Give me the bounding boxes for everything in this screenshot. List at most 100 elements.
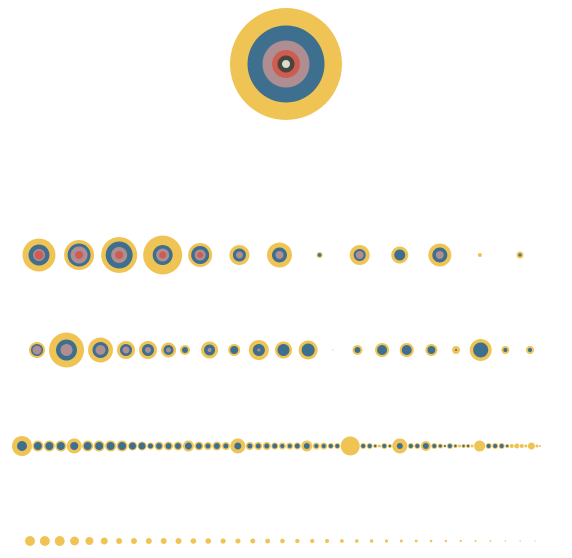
circle-l5-n11-ring1 xyxy=(175,538,182,544)
circle-l5-n9-ring1 xyxy=(145,538,152,544)
node-l4-5 xyxy=(66,438,82,454)
node-l5-28 xyxy=(429,539,433,543)
node-l3-10 xyxy=(248,340,269,360)
circle-l5-n21-ring1 xyxy=(325,539,330,543)
circle-l2-n10-ring2 xyxy=(394,249,406,261)
circle-l3-n1-ring3 xyxy=(32,345,42,355)
circle-l4-n33-ring2 xyxy=(335,444,340,448)
node-l4-53 xyxy=(470,444,474,448)
level-row-5 xyxy=(25,536,536,546)
node-l4-40 xyxy=(387,444,392,448)
node-l5-7 xyxy=(116,538,123,544)
node-l5-25 xyxy=(384,539,389,543)
circle-l3-n14-ring2 xyxy=(354,347,361,353)
circle-l4-n42-ring2 xyxy=(408,444,413,448)
level-row-2 xyxy=(22,235,524,275)
node-l5-35 xyxy=(534,540,536,542)
node-l4-17 xyxy=(194,441,204,451)
circle-l4-n3-ring2 xyxy=(45,442,54,450)
circle-l4-n24-ring2 xyxy=(264,443,270,449)
circle-l4-n25-ring2 xyxy=(272,443,278,449)
circle-l5-n33-ring1 xyxy=(504,540,507,542)
circle-l2-n6-ring3 xyxy=(235,251,243,259)
node-l5-18 xyxy=(280,538,285,544)
circle-l4-n17-ring2 xyxy=(195,443,202,449)
circle-l5-n29-ring1 xyxy=(444,539,448,543)
circle-l5-n1-ring1 xyxy=(25,536,35,546)
node-l5-29 xyxy=(444,539,448,543)
node-l4-38 xyxy=(377,444,381,448)
node-l3-11 xyxy=(275,341,292,359)
circle-l4-n29-ring2 xyxy=(303,443,310,449)
circle-l5-n4-ring1 xyxy=(70,536,80,546)
node-l5-34 xyxy=(519,540,521,542)
circle-l2-n11-ring3 xyxy=(435,251,444,259)
circle-l4-n54-ring1 xyxy=(474,440,486,452)
node-l3-2 xyxy=(49,332,84,368)
circle-l4-n10-ring2 xyxy=(129,442,137,450)
circle-l5-n25-ring1 xyxy=(384,539,389,543)
circle-l2-n12-ring1 xyxy=(477,253,482,257)
circle-l3-n15-ring2 xyxy=(377,345,388,355)
circle-l3-n13-ring1 xyxy=(332,349,334,351)
node-l4-51 xyxy=(461,444,466,448)
node-l4-64 xyxy=(535,444,539,448)
node-l5-15 xyxy=(235,538,241,544)
circle-l4-n56-ring2 xyxy=(493,444,498,448)
circle-l5-n35-ring1 xyxy=(534,540,536,542)
node-l3-18 xyxy=(452,346,461,354)
node-l3-1 xyxy=(29,342,45,358)
circle-l2-n1-ring4 xyxy=(34,250,44,260)
circle-l4-n63-ring1 xyxy=(527,442,535,450)
node-l4-42 xyxy=(407,443,414,449)
circle-l4-n60-ring1 xyxy=(514,443,520,449)
node-l4-31 xyxy=(320,442,328,450)
node-l5-8 xyxy=(130,538,137,544)
circle-l5-n15-ring1 xyxy=(235,538,241,544)
circle-l5-n14-ring1 xyxy=(220,538,226,544)
node-l4-55 xyxy=(485,443,492,449)
circle-l4-n40-ring2 xyxy=(388,444,392,448)
node-l4-48 xyxy=(446,443,453,449)
circle-l4-n1-ring2 xyxy=(17,441,27,451)
circle-l4-n59-ring1 xyxy=(509,444,514,448)
circle-l4-n39-ring2 xyxy=(382,444,387,448)
circle-l2-n13-ring2 xyxy=(518,253,522,257)
node-l4-62 xyxy=(524,444,528,448)
circle-l1-n1-ring6 xyxy=(282,60,290,68)
circle-l3-n12-ring2 xyxy=(301,343,315,357)
circle-l5-n17-ring1 xyxy=(265,538,271,544)
circle-l5-n30-ring1 xyxy=(459,539,462,543)
node-l5-19 xyxy=(295,538,300,544)
circle-l4-n14-ring2 xyxy=(165,443,172,449)
node-l2-8 xyxy=(316,252,323,258)
circle-l4-n16-ring2 xyxy=(184,442,192,450)
node-l5-27 xyxy=(414,539,418,543)
node-l4-49 xyxy=(453,444,458,448)
circle-l4-n19-ring2 xyxy=(213,443,220,449)
circle-l4-n38-ring1 xyxy=(377,444,381,448)
node-l3-21 xyxy=(526,346,534,354)
circle-l3-n20-ring2 xyxy=(503,348,508,352)
circle-l4-n34-ring1 xyxy=(340,436,360,456)
node-l5-22 xyxy=(340,539,344,543)
circle-l4-n44-ring2 xyxy=(422,443,429,449)
node-l4-7 xyxy=(93,440,105,452)
circle-l3-n5-ring3 xyxy=(145,347,151,353)
node-l5-2 xyxy=(39,536,50,546)
node-l5-10 xyxy=(160,538,167,544)
node-l2-5 xyxy=(188,243,213,267)
node-l4-65 xyxy=(539,445,541,447)
node-l4-57 xyxy=(498,443,505,449)
node-l3-8 xyxy=(201,341,219,359)
node-l3-20 xyxy=(501,346,510,354)
node-l4-34 xyxy=(340,436,360,456)
node-l5-26 xyxy=(399,539,403,543)
circle-l4-n15-ring2 xyxy=(174,443,181,449)
circle-l4-n36-ring2 xyxy=(367,444,372,448)
circle-l4-n58-ring2 xyxy=(506,444,509,448)
node-l4-36 xyxy=(366,443,373,449)
circle-l3-n18-ring2 xyxy=(455,349,458,351)
circle-l4-n23-ring2 xyxy=(255,443,261,449)
